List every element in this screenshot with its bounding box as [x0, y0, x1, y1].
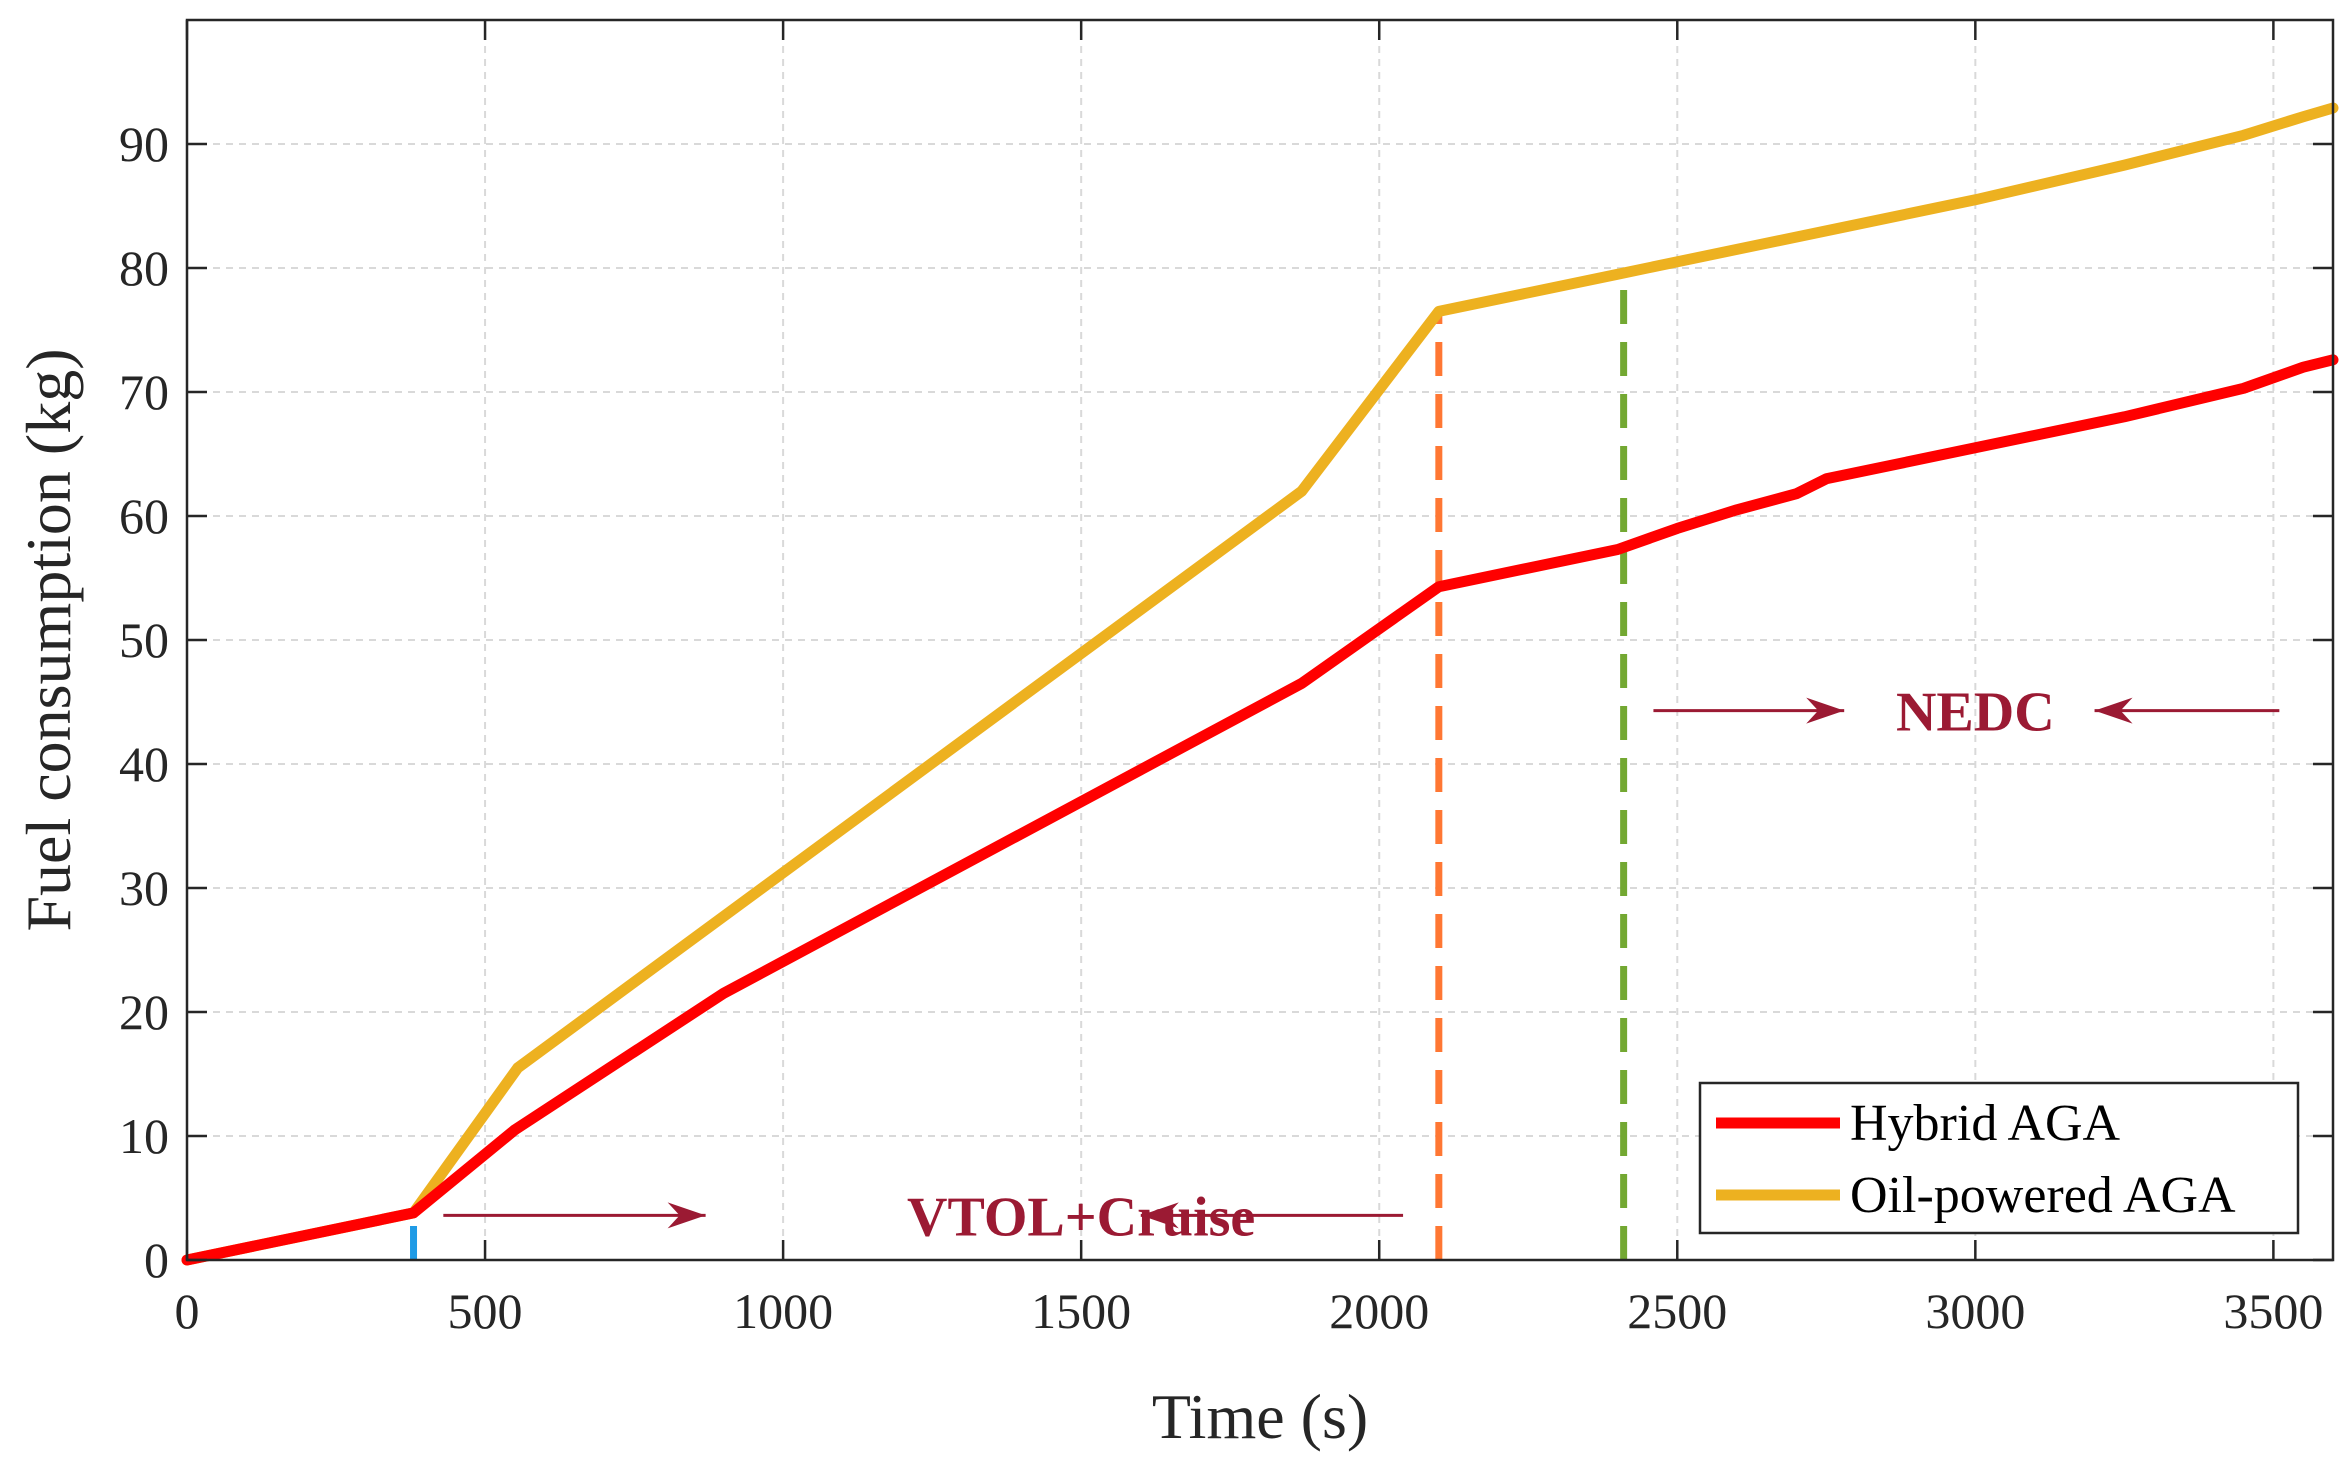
y-tick-label: 0 — [144, 1232, 169, 1288]
arrow-head — [1806, 697, 1845, 724]
y-tick-label: 70 — [119, 364, 169, 420]
x-tick-label: 1000 — [733, 1283, 833, 1339]
x-tick-label: 2500 — [1627, 1283, 1727, 1339]
legend: Hybrid AGA Oil-powered AGA — [1698, 1081, 2300, 1235]
annotation-arrow — [443, 1202, 706, 1229]
y-tick-label: 80 — [119, 240, 169, 296]
x-tick-label: 1500 — [1031, 1283, 1131, 1339]
y-tick-label: 20 — [119, 984, 169, 1040]
y-tick-label: 30 — [119, 860, 169, 916]
axis-ticks: 0 500 1000 1500 2000 2500 3000 3500 0 10 20 30 40 50 6… — [119, 20, 2333, 1339]
y-tick-label: 60 — [119, 488, 169, 544]
x-tick-label: 2000 — [1329, 1283, 1429, 1339]
grid — [187, 20, 2333, 1260]
x-tick-label: 500 — [448, 1283, 523, 1339]
arrow-head — [1140, 1202, 1179, 1229]
x-tick-label: 3500 — [2223, 1283, 2323, 1339]
arrow-head — [667, 1202, 706, 1229]
legend-box — [1698, 1081, 2300, 1235]
legend-label: Oil-powered AGA — [1850, 1167, 2236, 1224]
series-line-oil-powered-aga — [181, 102, 2339, 1266]
y-tick-label: 10 — [119, 1108, 169, 1164]
annotation-label: VTOL+Cruise — [907, 1186, 1255, 1248]
x-tick-label: 3000 — [1925, 1283, 2025, 1339]
series-line-hybrid-aga — [181, 354, 2339, 1266]
x-axis-title: Time (s) — [1152, 1381, 1368, 1452]
y-tick-label: 50 — [119, 612, 169, 668]
annotations: VTOL+Cruise NEDC — [443, 682, 2280, 1248]
arrow-head — [2094, 697, 2133, 724]
x-tick-label: 0 — [175, 1283, 200, 1339]
annotation-label: NEDC — [1896, 682, 2055, 744]
y-axis-title: Fuel consumption (kg) — [13, 348, 84, 931]
legend-label: Hybrid AGA — [1850, 1095, 2121, 1152]
series-lines — [181, 102, 2339, 1266]
y-tick-label: 90 — [119, 116, 169, 172]
y-tick-label: 40 — [119, 736, 169, 792]
annotation-arrow — [1140, 1202, 1404, 1229]
annotation-arrow — [2094, 697, 2280, 724]
annotation-arrow — [1653, 697, 1845, 724]
vertical-marker-lines — [410, 274, 1628, 1260]
